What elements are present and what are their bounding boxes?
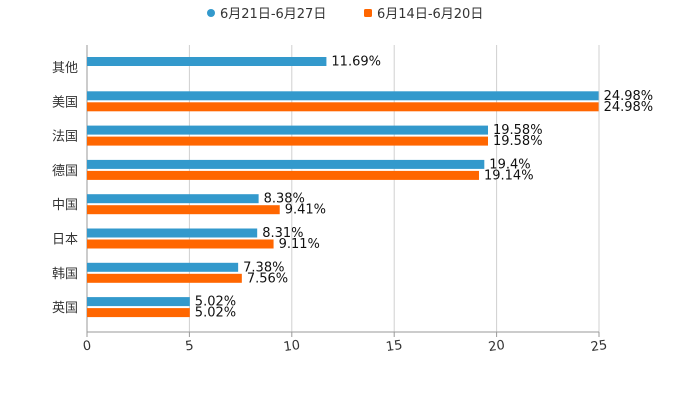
bar-series2 (87, 239, 274, 249)
x-tick-label: 10 (283, 338, 301, 355)
bar-series2 (87, 170, 479, 180)
y-category-label: 英国 (52, 301, 78, 316)
y-category-label: 日本 (52, 233, 78, 248)
x-tick-label: 20 (487, 338, 505, 355)
data-label: 11.69% (331, 55, 381, 70)
data-label: 19.4% (489, 157, 530, 172)
bar-series2 (87, 205, 280, 215)
bar-series2 (87, 308, 190, 318)
data-label: 7.38% (243, 260, 284, 275)
data-label: 5.02% (195, 306, 236, 321)
y-category-label: 法国 (52, 130, 78, 145)
bar-series1 (87, 194, 259, 204)
x-tick-label: 0 (82, 338, 92, 354)
x-tick-label: 25 (590, 338, 608, 355)
data-label: 5.02% (195, 295, 236, 310)
data-label: 9.41% (285, 203, 326, 218)
y-category-label: 美国 (52, 95, 78, 110)
x-tick-label: 5 (184, 338, 194, 354)
data-label: 7.56% (247, 271, 288, 286)
y-category-label: 中国 (52, 198, 78, 213)
y-category-label: 其他 (52, 61, 78, 76)
legend-marker-series1 (207, 9, 215, 17)
data-label: 19.58% (493, 123, 543, 138)
legend-marker-series2 (364, 9, 372, 17)
bar-series2 (87, 102, 599, 112)
bar-series1 (87, 159, 485, 169)
bar-series1 (87, 262, 239, 272)
data-label: 8.31% (262, 226, 303, 241)
bar-series1 (87, 57, 327, 66)
data-label: 8.38% (264, 192, 305, 207)
data-label: 19.14% (484, 168, 534, 183)
x-tick-label: 15 (385, 338, 403, 355)
y-category-label: 韩国 (52, 267, 78, 282)
legend-label: 6月14日-6月20日 (377, 7, 483, 22)
data-label: 9.11% (279, 237, 320, 252)
data-label: 19.58% (493, 134, 543, 149)
bar-series2 (87, 136, 488, 146)
legend-label: 6月21日-6月27日 (220, 7, 326, 22)
bar-series1 (87, 297, 190, 307)
data-label: 24.98% (604, 100, 654, 115)
y-category-label: 德国 (52, 164, 78, 179)
bar-series1 (87, 91, 599, 101)
bar-series1 (87, 228, 258, 238)
data-label: 24.98% (604, 89, 654, 104)
bar-series2 (87, 273, 242, 283)
bar-series1 (87, 125, 488, 135)
